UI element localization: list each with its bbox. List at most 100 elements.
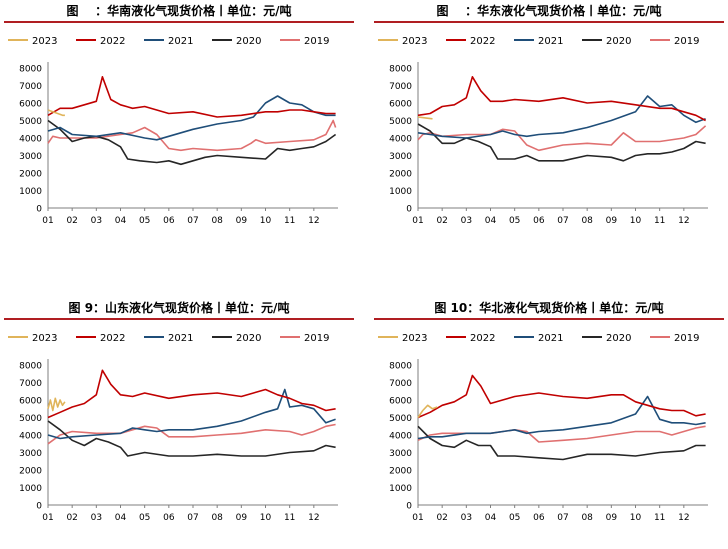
- legend-item-2021: 2021: [144, 36, 193, 47]
- legend-label: 2019: [304, 333, 329, 344]
- legend-label: 2022: [470, 36, 495, 47]
- y-tick-label: 4000: [19, 432, 42, 442]
- legend-item-2023: 2023: [8, 333, 57, 344]
- y-tick-label: 0: [36, 502, 42, 512]
- x-tick-label: 03: [91, 216, 102, 226]
- series-line-2020: [417, 425, 706, 461]
- y-tick-label: 4000: [389, 432, 412, 442]
- x-tick-label: 09: [606, 216, 618, 226]
- x-tick-label: 09: [236, 513, 248, 523]
- y-tick-label: 6000: [389, 397, 412, 407]
- legend-item-2022: 2022: [76, 36, 125, 47]
- x-tick-label: 03: [461, 513, 472, 523]
- x-tick-label: 07: [557, 216, 568, 226]
- x-tick-label: 08: [211, 216, 223, 226]
- legend-label: 2021: [538, 36, 563, 47]
- y-tick-label: 7000: [19, 379, 42, 389]
- x-tick-label: 09: [606, 513, 618, 523]
- x-tick-label: 10: [260, 216, 272, 226]
- x-tick-label: 08: [211, 513, 223, 523]
- chart-panel-south-china: 图 ：华南液化气现货价格丨单位：元/吨 2023 2022 2021 2020 2019…: [4, 2, 354, 242]
- y-tick-label: 2000: [19, 170, 42, 180]
- y-tick-label: 4000: [389, 135, 412, 145]
- x-tick-label: 02: [66, 513, 77, 523]
- y-tick-label: 1000: [19, 187, 42, 197]
- x-tick-label: 06: [163, 513, 175, 523]
- chart-title: 图 ：华南液化气现货价格丨单位：元/吨: [66, 4, 292, 18]
- x-tick-label: 12: [678, 513, 689, 523]
- legend-item-2020: 2020: [582, 36, 631, 47]
- x-tick-label: 10: [630, 216, 642, 226]
- legend-label: 2021: [538, 333, 563, 344]
- legend-item-2023: 2023: [378, 36, 427, 47]
- x-tick-label: 12: [678, 216, 689, 226]
- x-tick-label: 11: [284, 513, 295, 523]
- y-tick-label: 5000: [19, 414, 42, 424]
- x-tick-label: 01: [412, 513, 423, 523]
- series-line-2021: [417, 395, 706, 440]
- series-line-2022: [417, 75, 706, 122]
- x-tick-label: 12: [308, 216, 319, 226]
- chart-title: 图 10：华北液化气现货价格丨单位：元/吨: [434, 301, 664, 315]
- y-tick-label: 1000: [19, 484, 42, 494]
- legend-item-2020: 2020: [212, 333, 261, 344]
- legend-item-2019: 2019: [650, 333, 699, 344]
- legend-item-2021: 2021: [514, 36, 563, 47]
- legend-label: 2023: [32, 333, 57, 344]
- legend-label: 2022: [100, 333, 125, 344]
- x-tick-label: 11: [284, 216, 295, 226]
- legend-label: 2019: [674, 333, 699, 344]
- x-tick-label: 09: [236, 216, 248, 226]
- x-tick-label: 04: [485, 513, 497, 523]
- legend-item-2019: 2019: [280, 36, 329, 47]
- series-line-2022: [47, 75, 336, 118]
- legend-label: 2022: [100, 36, 125, 47]
- chart-shandong: 2023 2022 2021 2020 2019 0 1000 2000 3000 4000 500…: [8, 333, 338, 523]
- legend-label: 2023: [402, 36, 427, 47]
- x-tick-label: 05: [139, 216, 150, 226]
- y-tick-label: 6000: [19, 100, 42, 110]
- legend-label: 2023: [32, 36, 57, 47]
- legend-item-2023: 2023: [8, 36, 57, 47]
- chart-panel-shandong: 图 9：山东液化气现货价格丨单位：元/吨 2023 2022 2021 2020 201…: [4, 299, 354, 539]
- y-tick-label: 0: [406, 205, 412, 215]
- legend-item-2021: 2021: [144, 333, 193, 344]
- y-tick-label: 7000: [389, 379, 412, 389]
- y-tick-label: 2000: [389, 170, 412, 180]
- series-line-2020: [47, 119, 337, 166]
- legend-item-2019: 2019: [650, 36, 699, 47]
- x-tick-label: 06: [163, 216, 175, 226]
- x-tick-label: 01: [412, 216, 423, 226]
- title-rule: [4, 21, 354, 23]
- x-tick-label: 04: [115, 216, 127, 226]
- legend: 2023 2022 2021 2020 2019: [378, 36, 699, 47]
- legend-label: 2023: [402, 333, 427, 344]
- y-tick-label: 2000: [19, 467, 42, 477]
- title-rule: [374, 21, 724, 23]
- y-tick-label: 6000: [19, 397, 42, 407]
- legend-label: 2020: [606, 333, 631, 344]
- legend: 2023 2022 2021 2020 2019: [8, 36, 329, 47]
- y-tick-label: 8000: [389, 362, 412, 372]
- y-tick-label: 7000: [389, 82, 412, 92]
- series-line-2021: [417, 95, 706, 139]
- legend-label: 2019: [304, 36, 329, 47]
- x-tick-label: 11: [654, 513, 665, 523]
- x-tick-label: 05: [509, 216, 520, 226]
- y-tick-label: 7000: [19, 82, 42, 92]
- chart-title: 图 9：山东液化气现货价格丨单位：元/吨: [68, 301, 290, 315]
- y-tick-label: 0: [36, 205, 42, 215]
- x-tick-label: 03: [461, 216, 472, 226]
- y-tick-label: 6000: [389, 100, 412, 110]
- x-tick-label: 02: [436, 513, 447, 523]
- legend: 2023 2022 2021 2020 2019: [378, 333, 699, 344]
- y-tick-label: 4000: [19, 135, 42, 145]
- series-line-2021: [47, 388, 336, 440]
- x-tick-label: 07: [187, 513, 198, 523]
- x-tick-label: 10: [260, 513, 272, 523]
- y-tick-label: 8000: [389, 65, 412, 75]
- legend-item-2022: 2022: [446, 333, 495, 344]
- title-rule: [4, 318, 354, 320]
- series-line-2019: [417, 425, 706, 443]
- chart-title: 图 ：华东液化气现货价格丨单位：元/吨: [436, 4, 662, 18]
